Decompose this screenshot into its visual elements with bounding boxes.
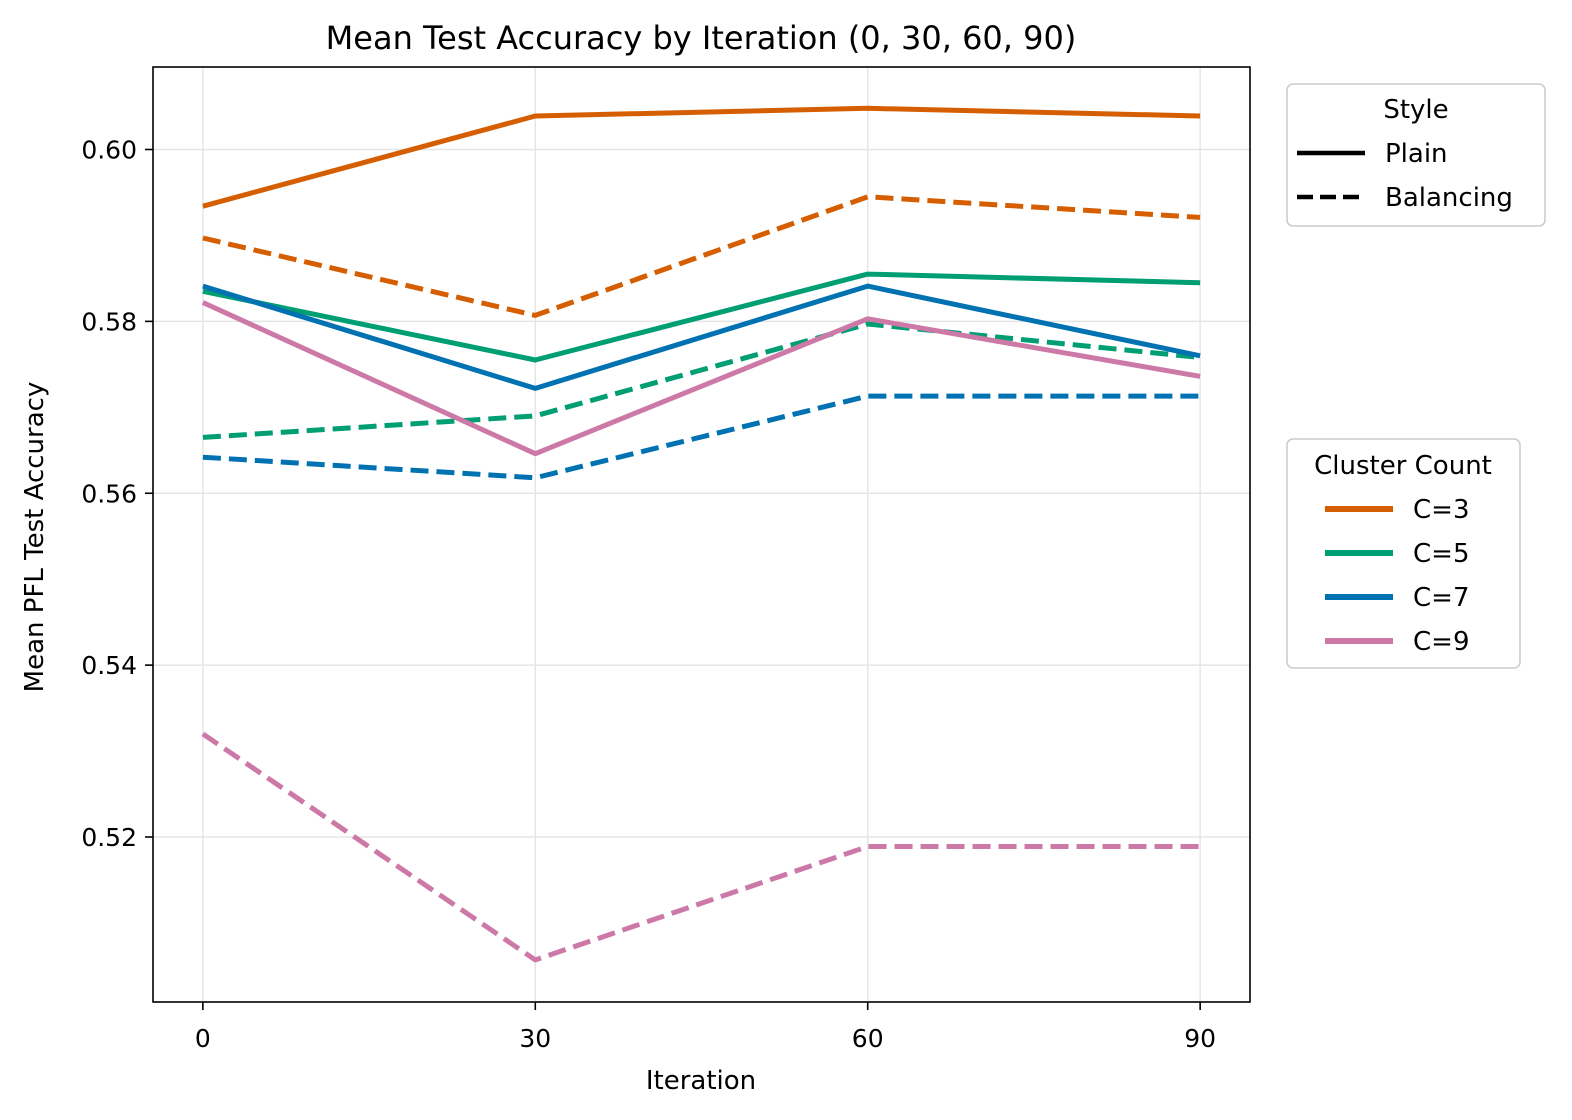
x-tick-label: 30 — [519, 1024, 551, 1053]
chart-title: Mean Test Accuracy by Iteration (0, 30, … — [326, 19, 1077, 57]
cluster-legend-c7-label: C=7 — [1413, 583, 1469, 613]
cluster-legend-frame — [1286, 438, 1521, 669]
style-legend: Style Plain Balancing — [1286, 83, 1546, 227]
series-line-c5-balancing — [202, 321, 1201, 440]
style-legend-balancing-label: Balancing — [1385, 183, 1513, 213]
style-legend-plain-label: Plain — [1385, 139, 1448, 169]
cluster-legend-c3-label: C=3 — [1413, 495, 1469, 525]
cluster-legend-c9-label: C=9 — [1413, 627, 1469, 657]
x-tick-label: 0 — [195, 1024, 211, 1053]
cluster-legend-c5-label: C=5 — [1413, 539, 1469, 569]
series-line-c7-balancing — [202, 393, 1201, 481]
cluster-legend-title: Cluster Count — [1314, 451, 1492, 481]
y-tick-label: 0.52 — [81, 823, 137, 852]
style-legend-title: Style — [1383, 95, 1448, 125]
x-tick-label: 90 — [1184, 1024, 1216, 1053]
y-tick-label: 0.54 — [81, 651, 137, 680]
y-tick-label: 0.58 — [81, 307, 137, 336]
series-line-c3-balancing — [202, 194, 1201, 318]
cluster-legend: Cluster Count C=3 C=5 C=7 C=9 — [1286, 438, 1521, 669]
x-axis-ticks: 0 30 60 90 — [195, 1002, 1216, 1053]
series-line-c5-plain — [202, 271, 1201, 363]
y-tick-label: 0.60 — [81, 136, 137, 165]
plot-frame — [152, 66, 1251, 1003]
grid-lines — [153, 67, 1250, 1002]
series-line-c3-plain — [202, 105, 1201, 209]
y-axis-label: Mean PFL Test Accuracy — [20, 382, 50, 693]
x-axis-label: Iteration — [646, 1066, 756, 1096]
series-line-c9-plain — [201, 300, 1201, 457]
series-line-c9-balancing — [201, 731, 1201, 963]
y-axis-ticks: 0.52 0.54 0.56 0.58 0.60 — [81, 136, 153, 852]
series-lines — [201, 105, 1201, 963]
series-line-c7-plain — [202, 283, 1201, 391]
style-legend-frame — [1286, 83, 1546, 227]
x-tick-label: 60 — [852, 1024, 884, 1053]
y-tick-label: 0.56 — [81, 479, 137, 508]
